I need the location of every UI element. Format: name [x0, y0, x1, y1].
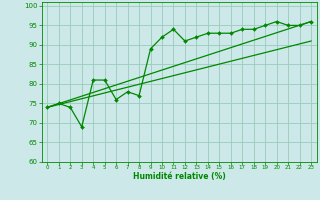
X-axis label: Humidité relative (%): Humidité relative (%) — [133, 172, 226, 181]
